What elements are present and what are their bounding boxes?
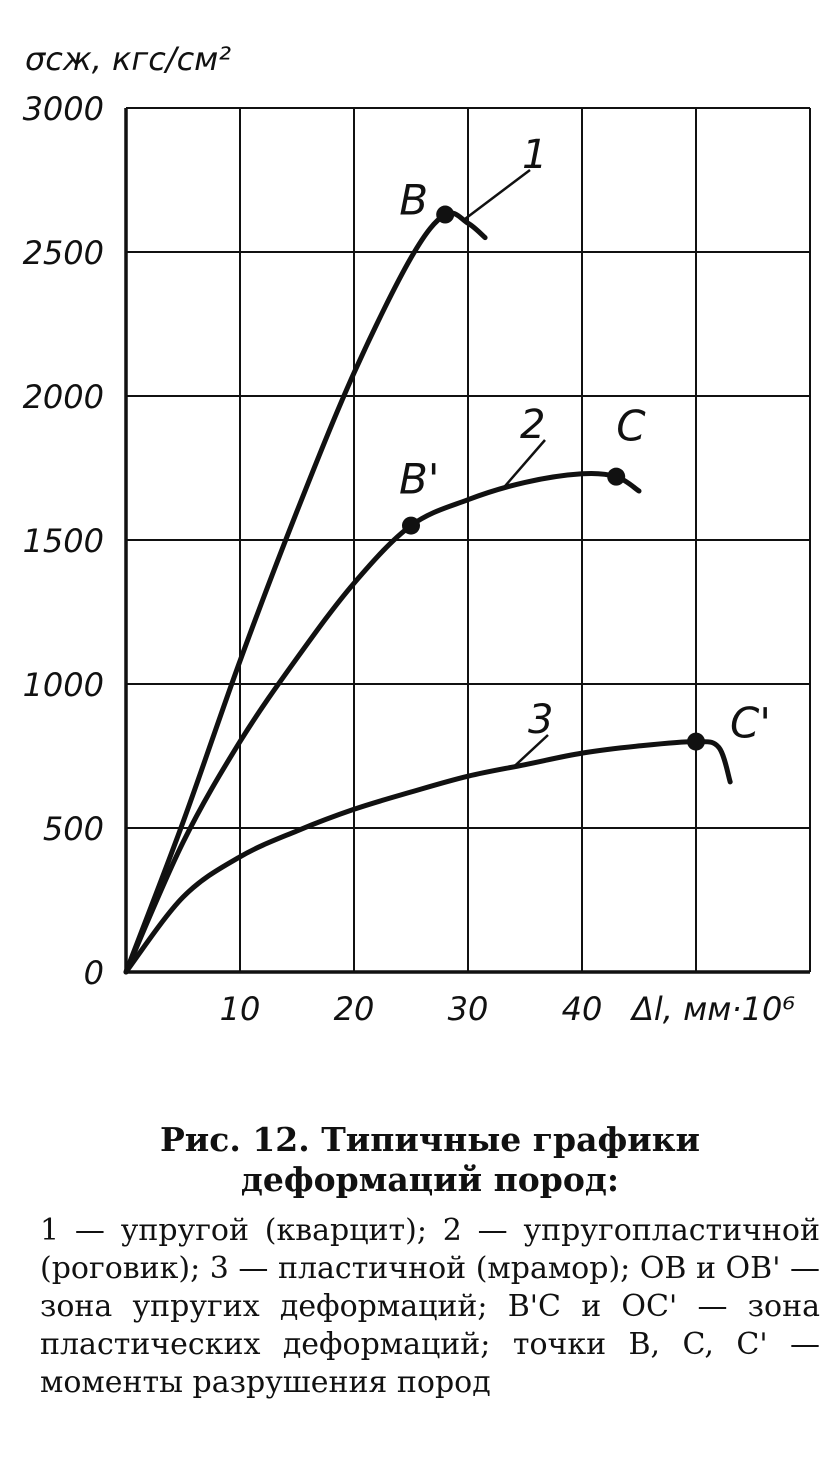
y-tick-label: 2500 — [23, 234, 104, 272]
curve-number-label: 2 — [520, 402, 545, 448]
x-tick-label: 20 — [334, 990, 375, 1028]
chart-axes — [124, 108, 810, 974]
legend-item: B'C и OC' — зона пластических деформаций… — [40, 1289, 820, 1362]
curve-leader-line — [501, 439, 546, 491]
chart-grid — [126, 107, 811, 972]
point-label: C — [616, 402, 646, 451]
x-tick-label: 10 — [220, 990, 261, 1028]
point-label: C' — [730, 699, 771, 748]
legend-item: 1 — упругой (кварцит); — [40, 1213, 427, 1248]
legend-item: точки B, C, C' — моменты разрушения поро… — [40, 1327, 820, 1400]
series-line-1 — [123, 210, 488, 975]
series-group: 1 2 3 — [123, 132, 733, 975]
y-tick-label: 3000 — [23, 90, 104, 128]
y-tick-label: 2000 — [23, 378, 104, 416]
series-line-2 — [123, 470, 642, 975]
legend-item: OB и OB' — зона упругих деформаций; — [40, 1251, 820, 1324]
deformation-chart: 0 500 1000 1500 2000 2500 3000 10 20 30 40 1 2 3 B B'… — [23, 40, 811, 1028]
curve-leader-line — [512, 734, 549, 768]
curve-number-label: 1 — [522, 132, 547, 178]
y-tick-label: 500 — [43, 810, 104, 848]
y-tick-label: 1000 — [23, 666, 104, 704]
x-axis-label: Δl, мм·10⁶ — [629, 990, 795, 1028]
point-marker — [607, 467, 626, 486]
x-tick-label: 40 — [562, 990, 603, 1028]
point-marker — [402, 516, 420, 535]
point-marker — [436, 205, 455, 224]
figure-caption: Рис. 12. Типичные графики деформаций пор… — [40, 1120, 820, 1402]
point-markers: B B' C C' — [399, 176, 771, 751]
curve-leader-line — [461, 169, 531, 223]
x-tick-label: 30 — [448, 990, 489, 1028]
caption-legend: 1 — упругой (кварцит); 2 — упругопластич… — [40, 1212, 820, 1402]
point-label: B' — [399, 455, 439, 504]
caption-title: Рис. 12. Типичные графики деформаций пор… — [159, 1120, 701, 1199]
curve-number-label: 3 — [528, 697, 553, 743]
tick-labels: 0 500 1000 1500 2000 2500 3000 10 20 30 40 — [23, 90, 603, 1028]
legend-item: 2 — упругопластичной (роговик); — [40, 1213, 820, 1286]
point-label: B — [399, 176, 428, 225]
point-marker — [687, 732, 705, 751]
y-tick-label: 0 — [84, 954, 104, 992]
legend-item: 3 — пластичной (мрамор); — [209, 1251, 631, 1286]
y-axis-label: σсж, кгс/см² — [25, 40, 231, 78]
y-tick-label: 1500 — [23, 522, 104, 560]
